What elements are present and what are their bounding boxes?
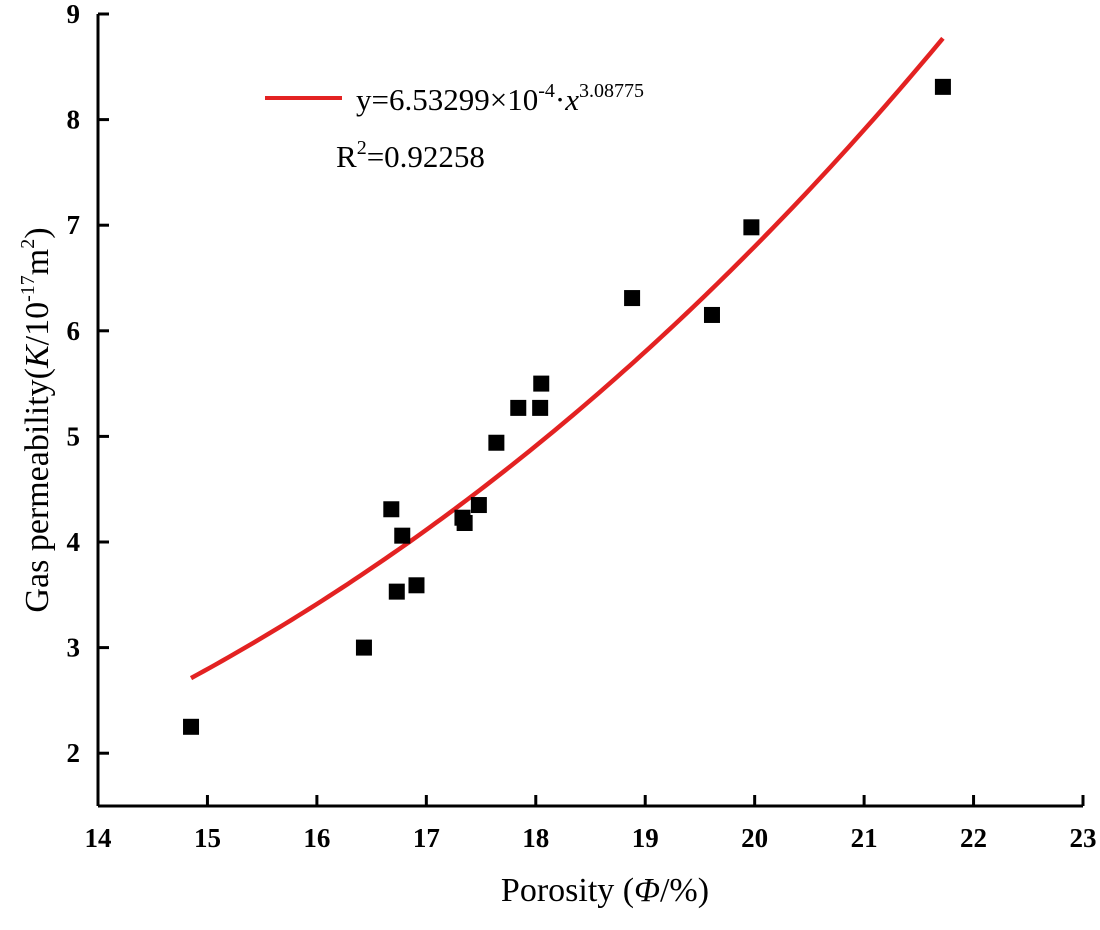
equation-dot: ·: [555, 82, 565, 117]
fit-curve-layer: [189, 36, 945, 681]
data-point: [388, 583, 405, 600]
y-axis-title-unit-exponent: -17: [17, 275, 39, 302]
data-point: [456, 514, 473, 531]
y-tick-label: 7: [67, 210, 81, 240]
legend: y=6.53299×10-4·x3.08775 R2=0.92258: [265, 80, 644, 174]
y-axis-title-symbol: K: [19, 343, 56, 369]
y-axis-title-close: ): [19, 227, 56, 238]
data-point: [703, 306, 720, 323]
fit-equation: y=6.53299×10-4·x3.08775: [356, 80, 644, 117]
x-tick-label: 19: [632, 823, 659, 853]
x-tick-label: 22: [960, 823, 987, 853]
data-point: [470, 497, 487, 514]
x-tick-label: 15: [194, 823, 221, 853]
equation-x: x: [564, 82, 579, 117]
data-point: [394, 527, 411, 544]
y-axis-title-m-exponent: 2: [17, 239, 39, 249]
data-point: [533, 375, 550, 392]
data-point: [624, 290, 641, 307]
data-point: [743, 219, 760, 236]
data-point: [183, 718, 200, 735]
data-points-layer: [183, 78, 951, 735]
y-tick-label: 8: [67, 105, 81, 135]
r2-exponent: 2: [357, 137, 367, 159]
x-axis-title-prefix: Porosity (: [501, 872, 634, 909]
y-axis-title: Gas permeability(K/10-17m2): [17, 227, 56, 612]
y-axis-title-prefix: Gas permeability(: [19, 368, 56, 613]
x-axis-title-suffix: /%): [660, 872, 709, 909]
y-tick-label: 4: [67, 527, 81, 557]
x-tick-label: 16: [303, 823, 330, 853]
data-point: [408, 577, 425, 594]
r2-letter: R: [336, 139, 357, 174]
equation-exponent-1: -4: [538, 80, 555, 102]
x-tick-label: 21: [851, 823, 878, 853]
equation-exponent-2: 3.08775: [579, 80, 644, 102]
y-axis-title-unit-m: m: [19, 249, 56, 275]
x-tick-label: 17: [413, 823, 440, 853]
y-tick-label: 2: [67, 738, 81, 768]
y-tick-label: 9: [67, 0, 81, 29]
x-tick-label: 18: [522, 823, 549, 853]
fit-curve: [189, 36, 945, 681]
x-axis-title: Porosity (Φ/%): [501, 872, 709, 909]
equation-prefix: y=6.53299×10: [356, 82, 538, 117]
data-point: [488, 434, 505, 451]
r2-value: =0.92258: [367, 139, 485, 174]
data-point: [934, 78, 951, 95]
data-point: [532, 399, 549, 416]
x-tick-label: 23: [1070, 823, 1097, 853]
y-tick-label: 3: [67, 633, 81, 663]
y-tick-label: 6: [67, 316, 81, 346]
data-point: [510, 399, 527, 416]
data-point: [383, 501, 400, 518]
x-axis-title-symbol: Φ: [634, 872, 660, 909]
data-point: [355, 639, 372, 656]
x-tick-label: 14: [85, 823, 112, 853]
y-tick-label: 5: [67, 421, 81, 451]
x-tick-label: 20: [741, 823, 768, 853]
r-squared-label: R2=0.92258: [336, 137, 485, 174]
y-axis-title-unit-base: /10: [19, 302, 56, 345]
